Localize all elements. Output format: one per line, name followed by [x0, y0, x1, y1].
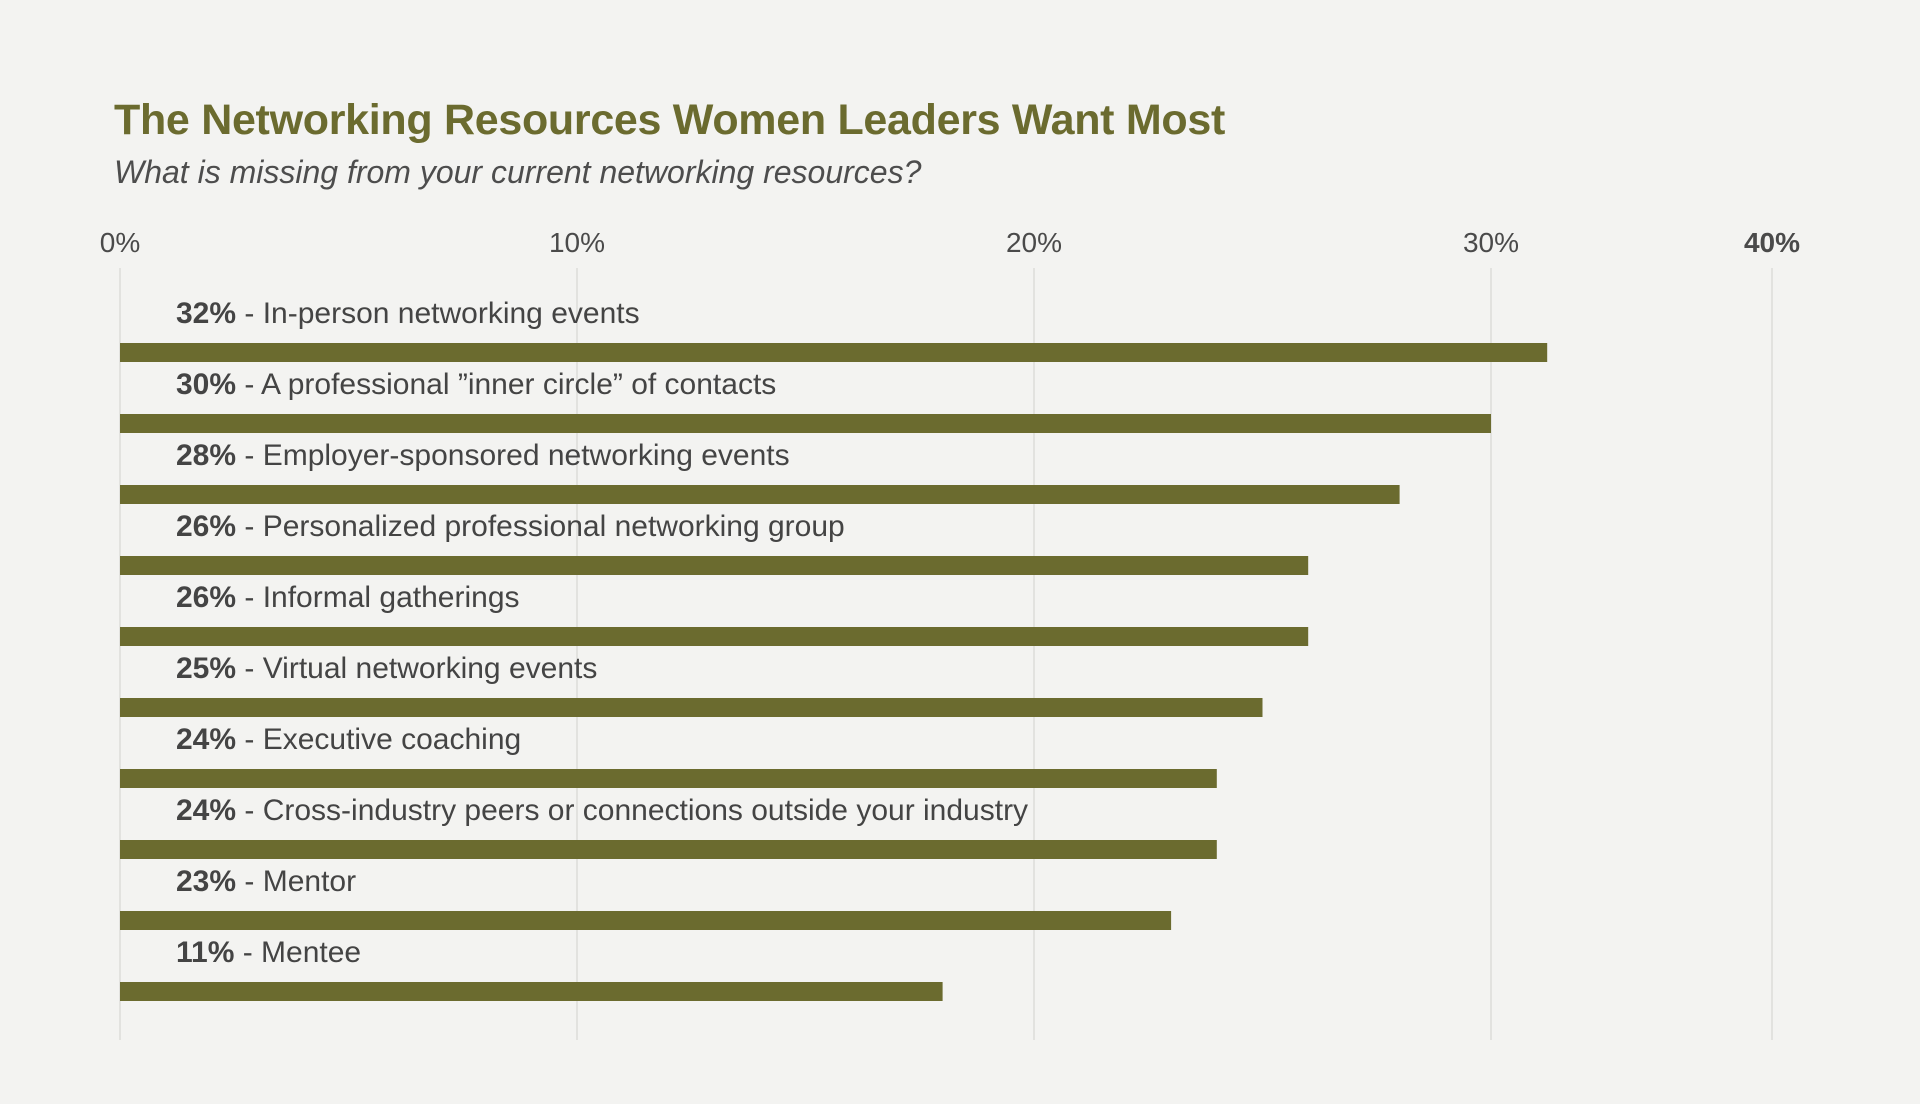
x-tick-label: 30%	[1463, 227, 1519, 258]
bar	[120, 840, 1217, 859]
x-tick-label: 40%	[1744, 227, 1800, 258]
bar-value-label: 26%	[176, 510, 236, 543]
bar-group: 25% - Virtual networking events	[120, 652, 1263, 717]
bar-value-label: 24%	[176, 723, 236, 756]
chart-subtitle: What is missing from your current networ…	[114, 154, 922, 190]
bar-category-label: - A professional ”inner circle” of conta…	[236, 368, 776, 401]
bars: 32% - In-person networking events 30% - A…	[120, 297, 1548, 1001]
x-tick-label: 20%	[1006, 227, 1062, 258]
bar	[120, 982, 943, 1001]
bar	[120, 698, 1263, 717]
bar-category-label: - Executive coaching	[236, 723, 521, 756]
bar	[120, 485, 1400, 504]
bar-value-label: 23%	[176, 865, 236, 898]
bar-group: 26% - Personalized professional networki…	[120, 510, 1309, 575]
bar-label: 28% - Employer-sponsored networking even…	[176, 439, 790, 472]
bar	[120, 343, 1548, 362]
bar-group: 30% - A professional ”inner circle” of c…	[120, 368, 1491, 433]
bar-label: 32% - In-person networking events	[176, 297, 640, 330]
bar-value-label: 26%	[176, 581, 236, 614]
bar-group: 11% - Mentee	[120, 936, 943, 1001]
bar-label: 11% - Mentee	[176, 936, 361, 969]
bar	[120, 769, 1217, 788]
bar-group: 32% - In-person networking events	[120, 297, 1548, 362]
bar-label: 24% - Executive coaching	[176, 723, 521, 756]
bar-group: 23% - Mentor	[120, 865, 1172, 930]
bar-value-label: 32%	[176, 297, 236, 330]
bar-value-label: 25%	[176, 652, 236, 685]
bar-category-label: - In-person networking events	[236, 297, 640, 330]
bar	[120, 627, 1309, 646]
bar-label: 30% - A professional ”inner circle” of c…	[176, 368, 776, 401]
bar-label: 23% - Mentor	[176, 865, 356, 898]
bar-category-label: - Cross-industry peers or connections ou…	[236, 794, 1028, 827]
bar-value-label: 28%	[176, 439, 236, 472]
bar-category-label: - Mentee	[234, 936, 361, 969]
bar-group: 26% - Informal gatherings	[120, 581, 1309, 646]
bar-group: 28% - Employer-sponsored networking even…	[120, 439, 1400, 504]
bar-label: 25% - Virtual networking events	[176, 652, 597, 685]
x-tick-label: 10%	[549, 227, 605, 258]
bar-category-label: - Employer-sponsored networking events	[236, 439, 790, 472]
x-axis-ticks: 0% 10% 20% 30% 40%	[100, 227, 1800, 258]
bar-label: 26% - Personalized professional networki…	[176, 510, 845, 543]
bar-category-label: - Personalized professional networking g…	[236, 510, 845, 543]
bar-group: 24% - Executive coaching	[120, 723, 1217, 788]
x-tick-label: 0%	[100, 227, 140, 258]
bar-group: 24% - Cross-industry peers or connection…	[120, 794, 1217, 859]
bar	[120, 414, 1491, 433]
bar-category-label: - Mentor	[236, 865, 356, 898]
bar-label: 24% - Cross-industry peers or connection…	[176, 794, 1028, 827]
bar-value-label: 30%	[176, 368, 236, 401]
chart-title: The Networking Resources Women Leaders W…	[114, 96, 1225, 144]
bar-category-label: - Informal gatherings	[236, 581, 519, 614]
bar-value-label: 24%	[176, 794, 236, 827]
bar-category-label: - Virtual networking events	[236, 652, 597, 685]
bar	[120, 556, 1309, 575]
bar	[120, 911, 1172, 930]
bar-value-label: 11%	[176, 936, 234, 969]
bar-label: 26% - Informal gatherings	[176, 581, 520, 614]
